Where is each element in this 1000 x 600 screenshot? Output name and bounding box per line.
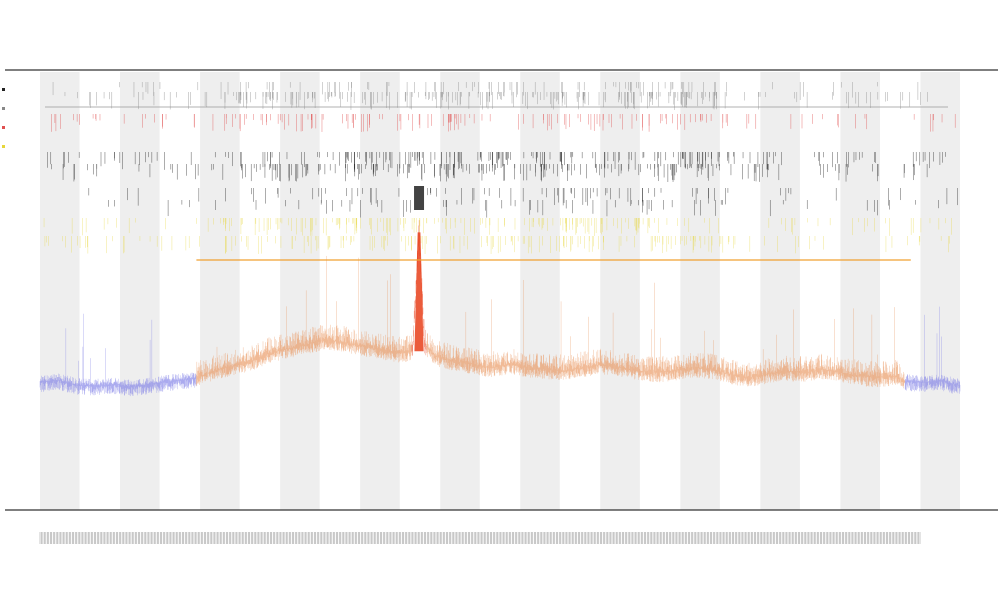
band-4 <box>360 72 400 510</box>
legend-swatch <box>2 145 5 148</box>
band-8 <box>680 72 720 510</box>
peak-block <box>414 186 425 210</box>
legend-swatch <box>2 107 5 110</box>
raster-track-4 <box>51 164 928 182</box>
legend-item <box>2 99 14 118</box>
band-11 <box>920 72 960 510</box>
raster-track-2 <box>51 114 956 132</box>
band-10 <box>840 72 880 510</box>
band-6 <box>520 72 560 510</box>
raster-track-6 <box>108 200 939 218</box>
raster-track-1 <box>64 92 928 110</box>
raster-track-8 <box>44 236 950 254</box>
band-3 <box>280 72 320 510</box>
peak-spike <box>414 232 424 352</box>
legend-item <box>2 80 14 99</box>
band-9 <box>760 72 800 510</box>
raster-track-5 <box>88 188 958 206</box>
legend-swatch <box>2 88 5 91</box>
legend-swatch <box>2 126 5 129</box>
raster-track-7 <box>43 218 952 236</box>
legend <box>2 80 14 156</box>
band-0 <box>40 72 80 510</box>
raster-track-3 <box>47 152 946 170</box>
legend-item <box>2 118 14 137</box>
band-7 <box>600 72 640 510</box>
signal-series <box>39 220 961 397</box>
band-1 <box>120 72 160 510</box>
band-2 <box>200 72 240 510</box>
x-axis-ticks <box>39 532 921 544</box>
band-5 <box>440 72 480 510</box>
legend-item <box>2 137 14 156</box>
raster-track-0 <box>52 82 919 100</box>
